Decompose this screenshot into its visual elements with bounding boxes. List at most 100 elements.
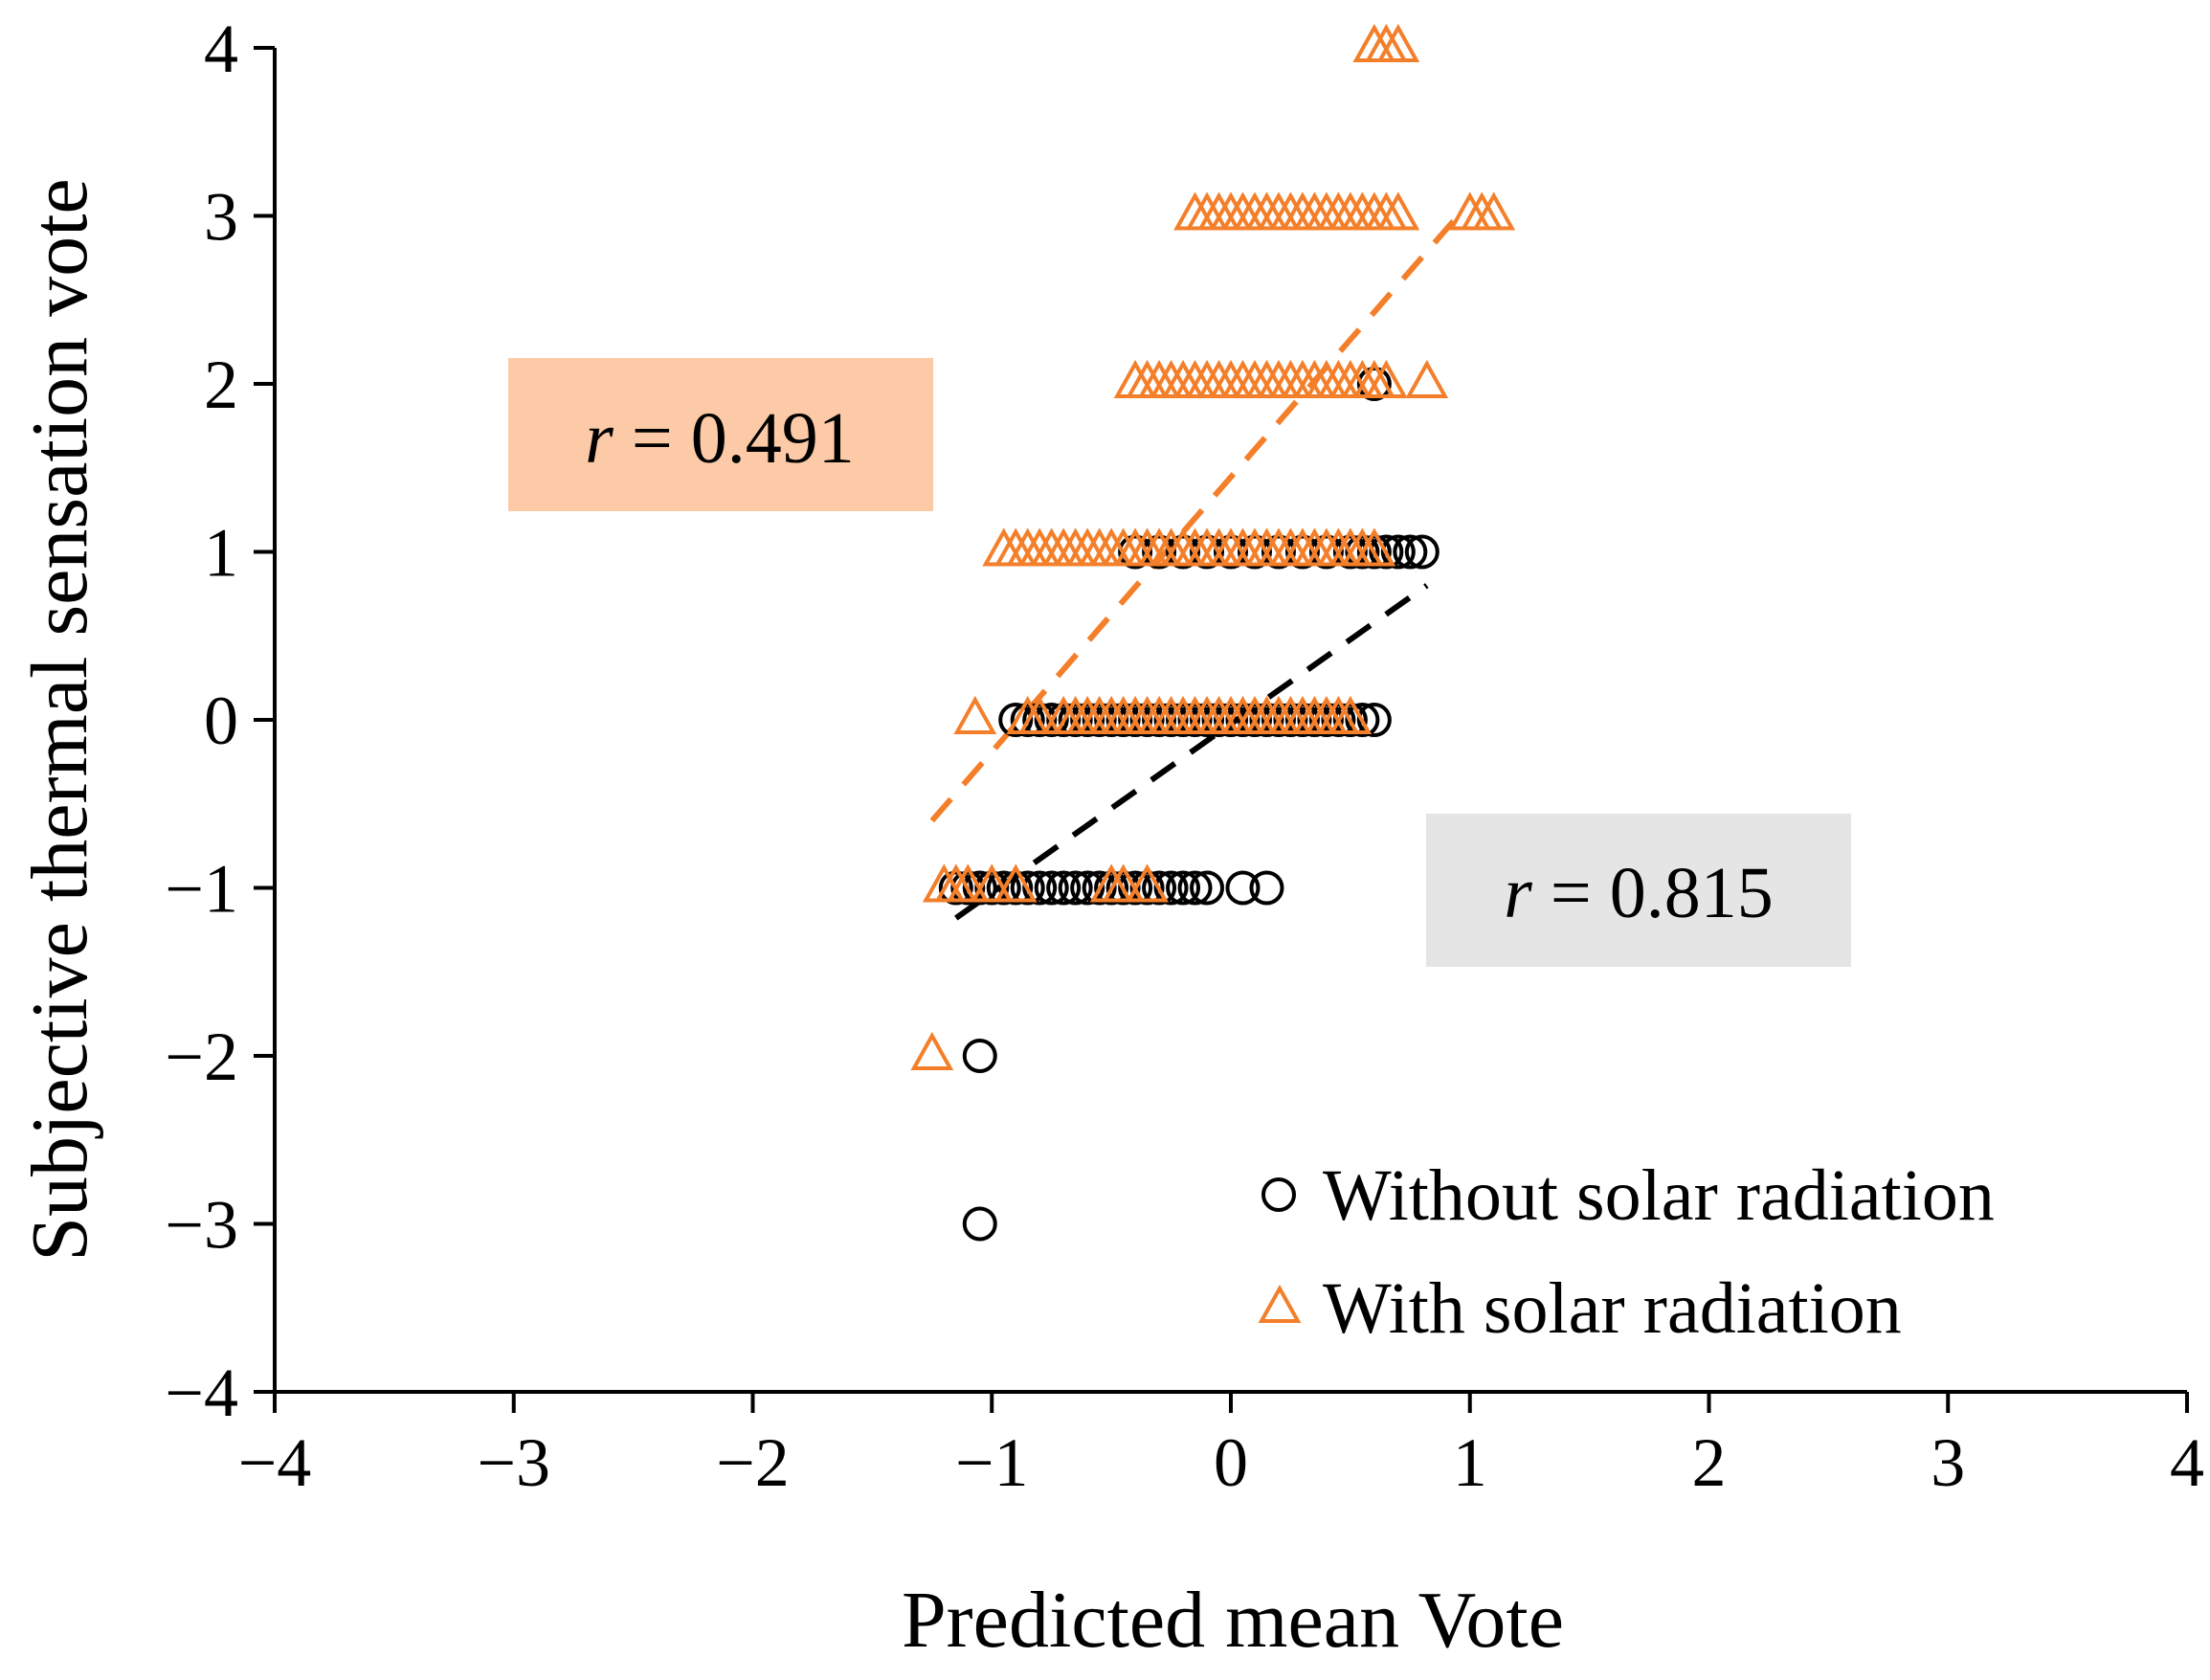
legend-triangle-marker [1258,1284,1302,1323]
point-without-solar [962,1039,997,1073]
point-with-solar [993,863,1038,903]
point-with-solar [1328,695,1373,734]
point-with-solar [1352,527,1396,567]
point-without-solar [1201,703,1237,737]
x-tick-label: −3 [477,1424,550,1501]
y-tick-label: −1 [165,851,238,928]
point-without-solar [1118,534,1153,570]
point-without-solar [1190,703,1225,737]
point-without-solar [1332,703,1368,737]
y-tick-label: −3 [165,1187,238,1264]
point-without-solar [950,870,986,906]
point-without-solar [1105,870,1141,906]
point-without-solar [974,870,1010,906]
legend-label-with: With solar radiation [1323,1268,1902,1349]
point-without-solar [962,1206,997,1242]
point-with-solar [1376,191,1420,231]
x-tick-label: −4 [238,1424,312,1501]
point-with-solar [1102,863,1146,903]
point-without-solar [1345,534,1380,570]
point-without-solar [1142,534,1177,570]
point-without-solar [1404,534,1440,570]
point-without-solar [1166,703,1201,737]
x-tick-label: −2 [716,1424,790,1501]
point-without-solar [1177,703,1213,737]
point-with-solar [1472,191,1516,231]
point-with-solar [953,695,997,734]
point-without-solar [1393,534,1428,570]
x-tick-label: 0 [1214,1424,1248,1501]
x-tick-label: 2 [1692,1424,1727,1501]
point-without-solar [1249,703,1284,737]
point-without-solar [1237,534,1272,570]
point-without-solar [1332,534,1368,570]
point-with-solar [1364,359,1408,398]
point-without-solar [1261,534,1296,570]
point-without-solar [1094,703,1129,737]
trendlines [929,213,1461,921]
annotations: r = 0.491 r = 0.815 [508,358,1851,967]
point-without-solar [1082,703,1117,737]
point-without-solar [1177,870,1213,906]
y-tick-label: 1 [204,515,238,592]
point-without-solar [1046,703,1082,737]
point-without-solar [1308,703,1344,737]
point-without-solar [1261,703,1296,737]
point-without-solar [1214,703,1248,737]
point-without-solar [1010,703,1045,737]
point-without-solar [1356,703,1392,737]
point-without-solar [1046,870,1082,906]
point-without-solar [1284,703,1320,737]
point-without-solar [1153,870,1189,906]
y-tick-label: 4 [204,11,238,87]
annotation-r-italic-0: r [585,398,614,479]
point-without-solar [998,703,1034,737]
y-ticks: 4 3 2 1 0 −1 −2 −3 −4 [165,11,275,1431]
legend: Without solar radiation With solar radia… [1258,1155,1995,1349]
annotation-box-orange [508,358,933,511]
point-without-solar [1297,703,1332,737]
y-tick-label: 3 [204,179,238,256]
x-ticks: −4 −3 −2 −1 0 1 2 3 4 [238,1392,2204,1501]
point-with-solar [970,863,1014,903]
annotation-value-0: = 0.491 [614,398,855,479]
point-without-solar [938,870,973,906]
trendline-with-solar [929,213,1461,823]
data-points [910,23,1516,1242]
point-without-solar [1380,534,1416,570]
point-without-solar [1094,870,1129,906]
point-without-solar [1166,870,1201,906]
y-tick-label: 2 [204,347,238,423]
point-without-solar [1022,870,1058,906]
point-without-solar [1214,534,1248,570]
point-without-solar [1034,703,1069,737]
point-without-solar [1129,870,1165,906]
point-with-solar [1017,695,1061,734]
point-without-solar [1345,703,1380,737]
y-tick-label: 0 [204,683,238,759]
point-without-solar [1273,703,1308,737]
point-without-solar [1249,870,1284,906]
point-without-solar [1153,703,1189,737]
point-without-solar [1237,703,1272,737]
point-without-solar [1190,534,1225,570]
x-tick-label: 1 [1453,1424,1487,1501]
point-without-solar [1225,870,1261,906]
point-without-solar [1058,703,1093,737]
point-without-solar [1105,703,1141,737]
point-without-solar [1356,534,1392,570]
annotation-text-1: r = 0.815 [1504,853,1773,933]
x-tick-label: 4 [2170,1424,2204,1501]
point-without-solar [1321,703,1356,737]
point-without-solar [1034,870,1069,906]
point-without-solar [1118,870,1153,906]
point-with-solar [1405,359,1449,398]
point-without-solar [1142,703,1177,737]
annotation-box-gray [1426,814,1851,967]
point-without-solar [986,870,1021,906]
point-without-solar [1058,870,1093,906]
point-without-solar [1225,703,1261,737]
y-tick-label: −2 [165,1019,238,1095]
point-without-solar [1166,534,1201,570]
